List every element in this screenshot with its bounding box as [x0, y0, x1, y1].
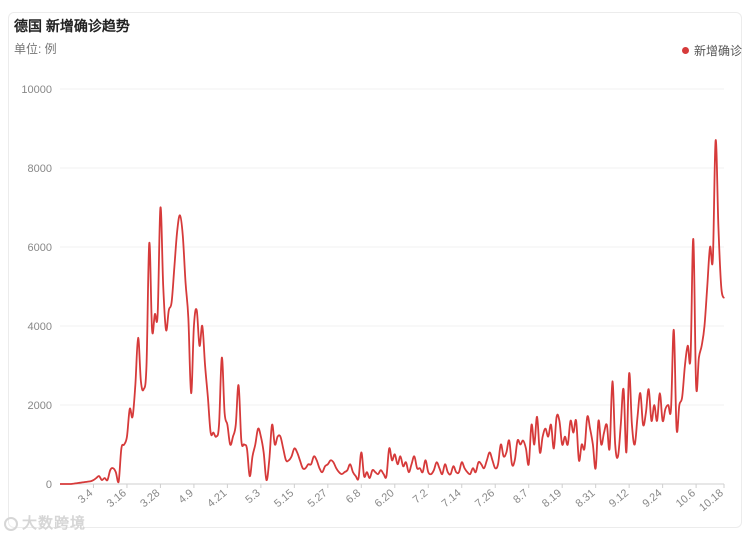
x-tick-label: 3.4	[76, 487, 95, 506]
legend[interactable]: 新增确诊	[681, 42, 742, 59]
y-tick-label: 10000	[21, 84, 52, 96]
legend-label: 新增确诊	[693, 44, 742, 58]
y-tick-label: 8000	[28, 163, 52, 175]
y-tick-label: 0	[46, 479, 52, 491]
x-tick-label: 8.31	[573, 487, 597, 510]
x-tick-label: 9.24	[640, 487, 664, 510]
unit-label: 单位: 例	[14, 42, 57, 56]
chart-title: 德国 新增确诊趋势	[14, 18, 130, 34]
watermark: 大数跨境	[4, 512, 86, 533]
x-tick-label: 5.27	[306, 487, 330, 510]
x-tick-label: 5.15	[272, 487, 296, 510]
x-tick-label: 6.20	[373, 487, 397, 510]
x-tick-label: 10.18	[697, 487, 726, 514]
x-tick-label: 7.14	[440, 487, 464, 510]
x-tick-label: 8.19	[540, 487, 564, 510]
x-tick-label: 4.21	[205, 487, 229, 510]
x-tick-label: 7.26	[473, 487, 497, 510]
x-tick-label: 3.16	[105, 487, 129, 510]
series-line-新增确诊[interactable]	[59, 139, 725, 485]
watermark-text: 大数跨境	[22, 515, 87, 532]
y-tick-label: 6000	[28, 242, 52, 254]
x-tick-label: 3.28	[138, 487, 162, 510]
x-tick-label: 8.7	[511, 487, 530, 506]
x-tick-label: 5.3	[243, 487, 262, 506]
y-tick-label: 4000	[28, 321, 52, 333]
y-tick-label: 2000	[28, 400, 52, 412]
logo-icon	[4, 517, 18, 531]
legend-marker-icon	[681, 47, 689, 54]
x-tick-label: 10.6	[674, 487, 698, 510]
x-tick-label: 7.2	[411, 487, 430, 506]
x-tick-label: 9.12	[607, 487, 631, 510]
x-tick-label: 6.8	[344, 487, 363, 506]
x-tick-label: 4.9	[176, 487, 195, 506]
